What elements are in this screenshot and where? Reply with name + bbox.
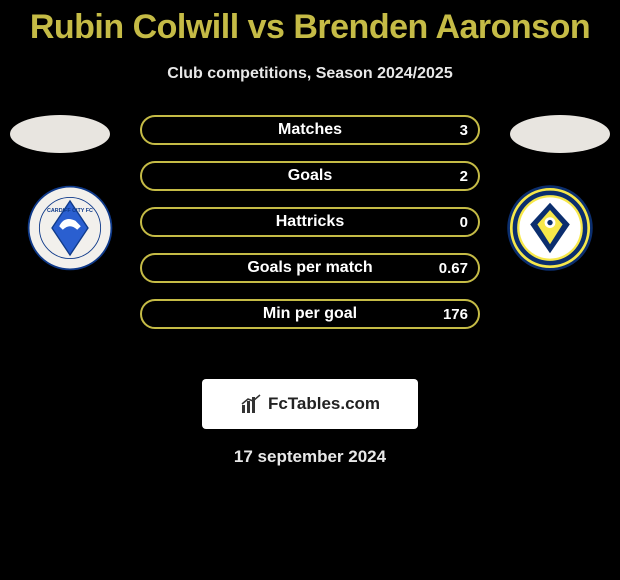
player-left-photo-placeholder [10,115,110,153]
page-title: Rubin Colwill vs Brenden Aaronson [0,0,620,47]
stat-value-right: 2 [460,168,468,185]
leeds-united-badge-icon [505,183,595,273]
attribution-label: FcTables.com [240,393,380,415]
stat-label: Goals [142,167,478,185]
stat-rows: Matches 3 Goals 2 Hattricks 0 Goals per … [140,115,480,345]
stat-row-goals: Goals 2 [140,161,480,191]
stat-row-hattricks: Hattricks 0 [140,207,480,237]
stat-label: Hattricks [142,213,478,231]
player-right-photo-placeholder [510,115,610,153]
date-label: 17 september 2024 [0,447,620,467]
stat-value-right: 0 [460,214,468,231]
attribution-panel: FcTables.com [202,379,418,429]
stat-label: Min per goal [142,305,478,323]
stat-row-matches: Matches 3 [140,115,480,145]
stat-value-right: 3 [460,122,468,139]
stat-value-right: 176 [443,306,468,323]
comparison-area: CARDIFF CITY FC Matches 3 Goals 2 Hattri… [0,115,620,365]
attribution-text: FcTables.com [268,394,380,414]
stat-label: Matches [142,121,478,139]
chart-icon [240,393,262,415]
stat-row-min-per-goal: Min per goal 176 [140,299,480,329]
stat-value-right: 0.67 [439,260,468,277]
cardiff-city-badge-icon: CARDIFF CITY FC [25,183,115,273]
svg-text:CARDIFF CITY FC: CARDIFF CITY FC [47,208,93,214]
stat-label: Goals per match [142,259,478,277]
stat-row-goals-per-match: Goals per match 0.67 [140,253,480,283]
subtitle: Club competitions, Season 2024/2025 [0,65,620,83]
